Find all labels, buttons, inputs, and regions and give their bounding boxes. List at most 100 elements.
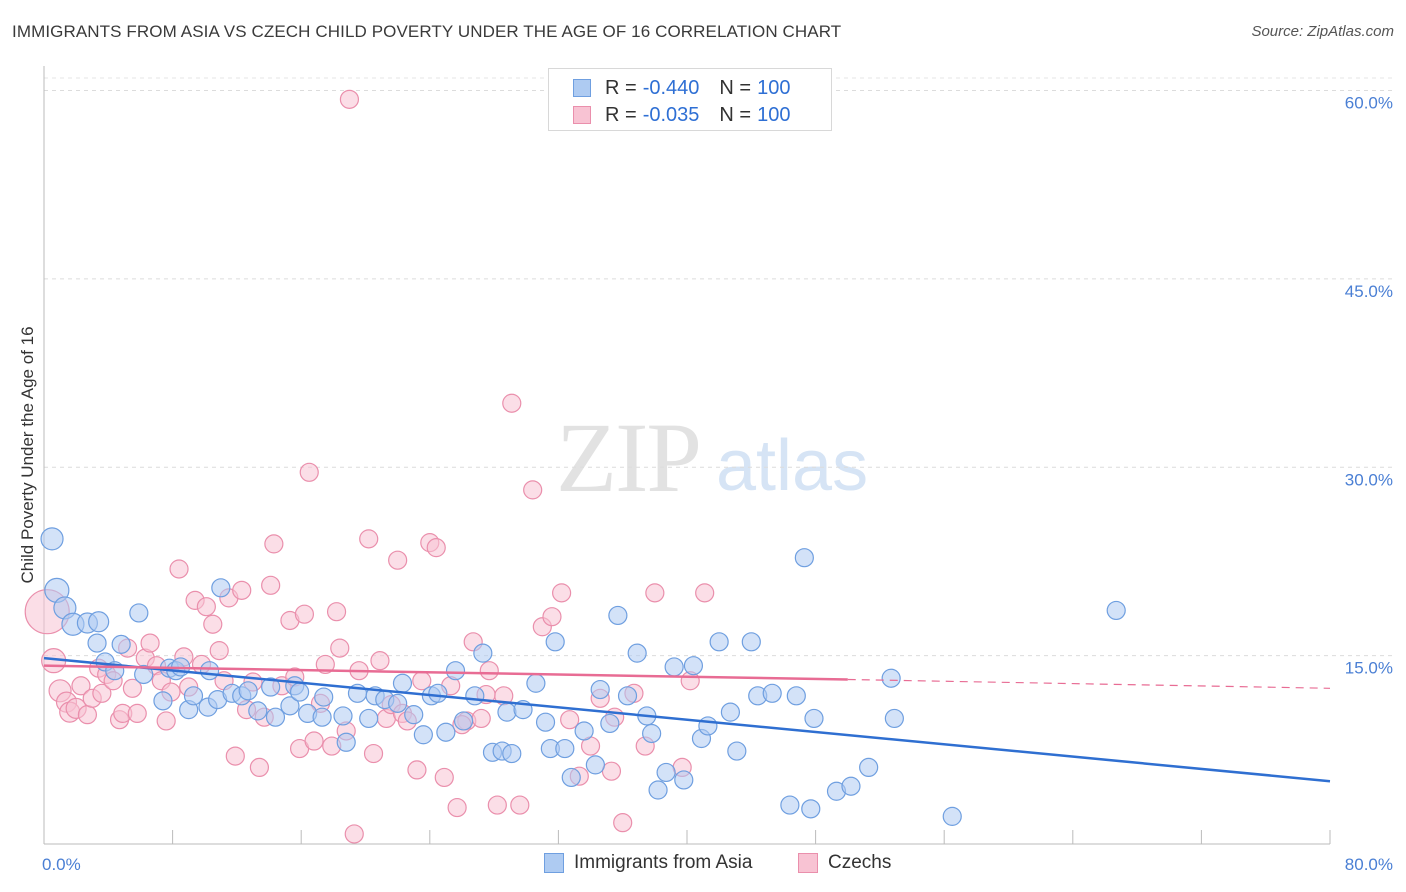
point-asia xyxy=(1106,600,1126,621)
point-czechs xyxy=(695,583,715,603)
point-asia xyxy=(445,661,466,681)
point-asia xyxy=(199,661,220,681)
point-czechs xyxy=(225,746,245,766)
point-asia xyxy=(841,776,861,796)
point-asia xyxy=(804,708,824,729)
point-czechs xyxy=(407,760,427,780)
point-asia xyxy=(134,664,154,685)
point-czechs xyxy=(560,710,580,730)
point-asia xyxy=(794,548,814,568)
point-czechs xyxy=(339,89,360,109)
point-asia xyxy=(780,795,800,815)
point-asia xyxy=(392,673,413,693)
point-asia xyxy=(526,673,546,693)
point-czechs xyxy=(196,597,216,617)
point-czechs xyxy=(71,676,91,696)
point-asia xyxy=(600,713,620,734)
point-asia xyxy=(111,634,131,654)
point-asia xyxy=(535,712,556,732)
point-czechs xyxy=(359,529,379,549)
point-asia xyxy=(428,683,448,703)
point-asia xyxy=(648,780,668,800)
point-czechs xyxy=(77,705,98,725)
point-czechs xyxy=(294,604,315,624)
point-asia xyxy=(561,767,581,788)
point-asia xyxy=(884,708,904,729)
legend-n-value: 100 xyxy=(757,76,791,99)
bottom-legend-swatch-czechs xyxy=(798,853,818,873)
legend-n-label: N = xyxy=(719,103,752,126)
point-czechs xyxy=(315,654,335,675)
point-asia xyxy=(314,687,334,707)
watermark-atlas: atlas xyxy=(716,426,869,506)
point-asia xyxy=(709,632,729,652)
bottom-legend-label-asia: Immigrants from Asia xyxy=(574,852,753,873)
legend-row-asia: R = -0.440 N = 100 xyxy=(573,77,790,99)
point-asia xyxy=(683,656,704,676)
point-asia xyxy=(265,707,286,727)
x-tick-label: 0.0% xyxy=(42,855,81,874)
point-czechs xyxy=(552,583,572,603)
legend-row-czechs: R = -0.035 N = 100 xyxy=(573,104,790,126)
legend-swatch-asia xyxy=(573,79,591,97)
point-czechs xyxy=(326,602,347,622)
point-asia xyxy=(359,708,379,729)
y-tick-label: 60.0% xyxy=(1345,94,1393,113)
point-czechs xyxy=(471,708,491,729)
point-czechs xyxy=(140,633,160,653)
x-tick-label: 80.0% xyxy=(1345,855,1393,874)
point-asia xyxy=(801,799,821,819)
point-asia xyxy=(502,743,522,764)
watermark-zip: ZIP xyxy=(556,402,702,513)
point-czechs xyxy=(479,661,499,681)
point-asia xyxy=(404,705,424,725)
point-czechs xyxy=(388,550,408,570)
point-czechs xyxy=(92,683,112,703)
point-asia xyxy=(617,686,638,706)
point-asia xyxy=(280,696,300,716)
point-asia xyxy=(211,578,231,598)
point-czechs xyxy=(261,575,281,595)
point-czechs xyxy=(542,607,562,627)
point-czechs xyxy=(249,757,270,778)
point-asia xyxy=(590,679,610,700)
point-asia xyxy=(720,702,741,722)
point-asia xyxy=(88,611,110,633)
point-asia xyxy=(312,707,332,727)
point-asia xyxy=(238,681,258,701)
point-czechs xyxy=(363,743,384,764)
point-czechs xyxy=(156,711,176,731)
point-czechs xyxy=(510,795,530,815)
point-asia xyxy=(465,686,485,706)
point-czechs xyxy=(304,731,324,751)
legend-swatch-czechs xyxy=(573,106,591,124)
point-asia xyxy=(497,702,517,722)
point-asia xyxy=(859,757,879,778)
point-asia xyxy=(248,701,268,721)
trendline-czechs xyxy=(43,664,848,681)
point-asia xyxy=(183,686,204,706)
bottom-legend-swatch-asia xyxy=(544,853,564,873)
legend: R = -0.440 N = 100 R = -0.035 N = 100 xyxy=(548,68,832,131)
point-asia xyxy=(545,632,565,652)
point-czechs xyxy=(203,614,223,634)
point-asia xyxy=(336,732,356,752)
point-czechs xyxy=(232,580,252,600)
point-czechs xyxy=(447,797,467,818)
point-asia xyxy=(40,527,64,551)
point-czechs xyxy=(487,795,507,815)
point-czechs xyxy=(523,480,543,500)
y-tick-label: 45.0% xyxy=(1345,282,1393,301)
point-czechs xyxy=(169,559,189,579)
point-czechs xyxy=(299,462,319,482)
point-czechs xyxy=(370,651,390,671)
point-czechs xyxy=(127,703,147,724)
point-asia xyxy=(698,716,718,736)
y-tick-label: 15.0% xyxy=(1345,659,1393,678)
point-czechs xyxy=(434,767,454,788)
point-asia xyxy=(436,722,456,742)
point-asia xyxy=(555,738,575,759)
point-czechs xyxy=(122,678,143,698)
point-czechs xyxy=(601,761,622,781)
